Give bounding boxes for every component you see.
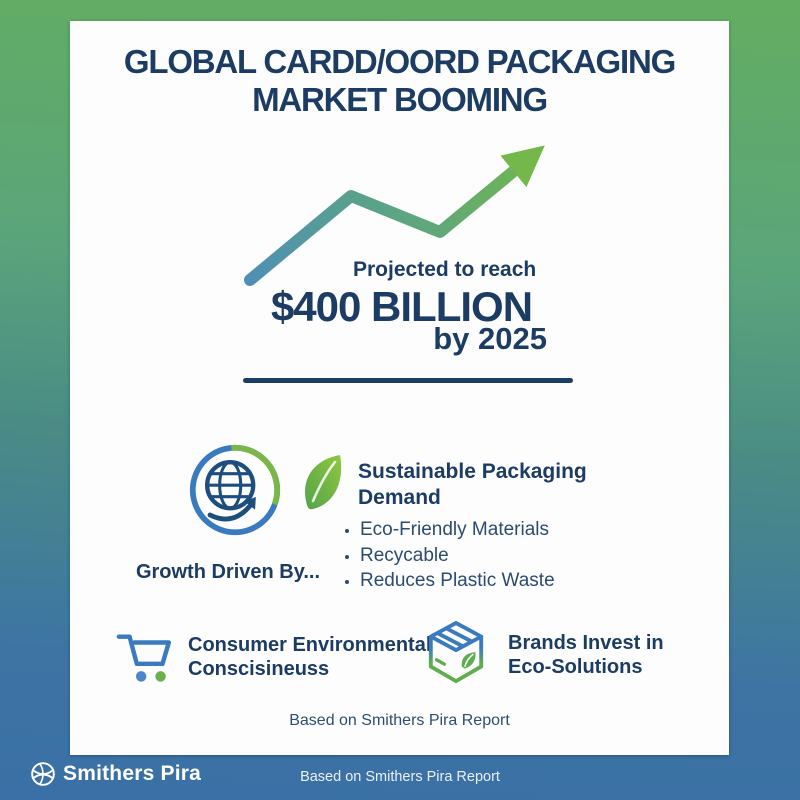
bullet-eco-friendly: Eco-Friendly Materials (360, 517, 555, 543)
brand-name: Smithers Pira (63, 762, 201, 785)
brands-label-line1: Brands Invest in (508, 632, 664, 654)
consumer-label-line1: Consumer Environmental (188, 634, 432, 656)
brands-invest-label: Brands Invest in Eco-Solutions (508, 631, 664, 679)
infographic-card: GLOBAL CARDD/OORD PACKAGING MARKET BOOMI… (70, 21, 729, 755)
page-title-line2: MARKET BOOMING (252, 81, 548, 118)
footer-source-note: Based on Smithers Pira Report (300, 769, 500, 785)
sustainability-bullet-list: Eco-Friendly Materials Recycable Reduces… (340, 517, 555, 594)
page-title: GLOBAL CARDD/OORD PACKAGING MARKET BOOMI… (70, 43, 729, 119)
consumer-label-line2: Conscisineuss (188, 658, 330, 680)
bullet-recyclable: Recycable (360, 543, 555, 569)
shopping-cart-icon (116, 629, 178, 687)
sustainable-heading: Sustainable Packaging Demand (358, 459, 587, 511)
projection-year: by 2025 (433, 321, 547, 356)
brand-logo: Smithers Pira (30, 761, 201, 787)
consumer-consciousness-label: Consumer Environmental Conscisineuss (188, 633, 431, 681)
projection-amount: $400 BILLION (270, 283, 533, 330)
source-note: Based on Smithers Pira Report (289, 712, 510, 729)
growth-driven-label: Growth Driven By... (135, 561, 321, 583)
projection-lead: Projected to reach (353, 258, 537, 281)
page-title-line1: GLOBAL CARDD/OORD PACKAGING (123, 43, 676, 80)
bullet-plastic-waste: Reduces Plastic Waste (360, 568, 555, 594)
brands-label-line2: Eco-Solutions (508, 656, 643, 678)
sustainable-heading-line2: Demand (358, 486, 441, 509)
trend-arrow-icon (238, 129, 568, 299)
leaf-icon (299, 452, 345, 512)
sustainable-heading-line1: Sustainable Packaging (358, 460, 587, 483)
eco-box-icon (425, 619, 487, 689)
divider (243, 378, 573, 383)
globe-growth-icon (187, 442, 283, 538)
smithers-swirl-icon (30, 761, 56, 787)
